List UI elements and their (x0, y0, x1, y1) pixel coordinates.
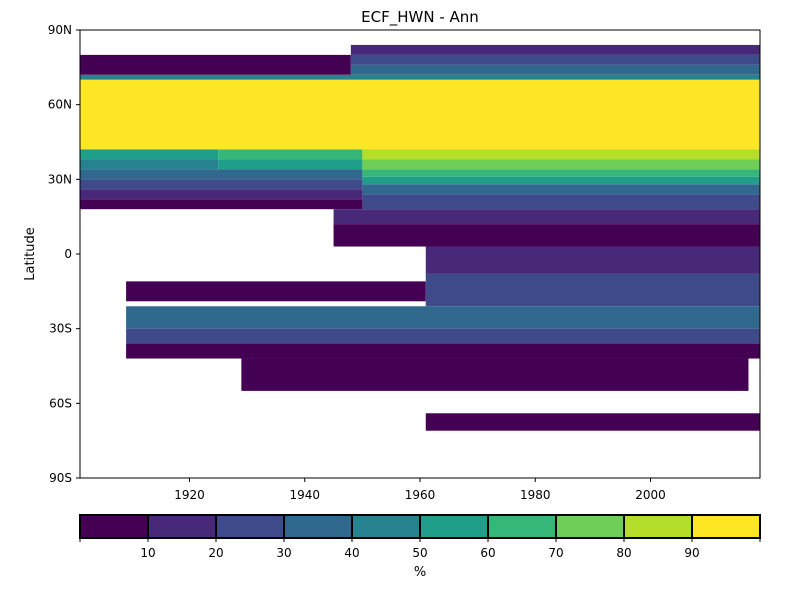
heatmap-cell (425, 273, 760, 307)
heatmap-cell (126, 343, 761, 359)
colorbar-tick-label: 60 (480, 546, 495, 560)
x-tick-label: 2000 (635, 488, 666, 502)
heatmap-cell (425, 246, 760, 274)
y-tick-label: 30S (49, 322, 72, 336)
heatmap-cell (80, 189, 363, 200)
heatmap-cell (80, 79, 760, 150)
colorbar-tick-label: 20 (208, 546, 223, 560)
heatmap-cell (350, 44, 760, 55)
colorbar-tick-label: 50 (412, 546, 427, 560)
y-tick-label: 90S (49, 471, 72, 485)
colorbar-swatch (555, 514, 625, 539)
x-tick-label: 1920 (174, 488, 205, 502)
colorbar-swatch (351, 514, 421, 539)
chart-title: ECF_HWN - Ann (361, 8, 479, 27)
y-tick-label: 60N (48, 98, 72, 112)
colorbar-tick-label: 80 (616, 546, 631, 560)
heatmap-cell (80, 149, 219, 160)
heatmap-cell (350, 54, 760, 65)
colorbar-swatch (215, 514, 285, 539)
heatmap-cell (126, 281, 426, 302)
colorbar-swatch (419, 514, 489, 539)
heatmap-cell (218, 149, 363, 160)
colorbar-label: % (414, 565, 426, 580)
heatmap-cell (126, 328, 761, 344)
heatmap-cell (362, 176, 760, 185)
heatmap-cell (362, 149, 760, 160)
heatmap-cell (362, 184, 760, 195)
colorbar-swatch (147, 514, 217, 539)
colorbar-tick-label: 30 (276, 546, 291, 560)
heatmap-cell (80, 179, 363, 190)
colorbar-swatch (487, 514, 557, 539)
colorbar-tick-label: 90 (684, 546, 699, 560)
heatmap-cell (350, 64, 760, 75)
heatmap-cell (362, 159, 760, 170)
heatmap-cell (333, 224, 760, 247)
heatmap-cell (241, 358, 749, 391)
heatmap-cell (126, 306, 761, 329)
x-tick-label: 1960 (405, 488, 436, 502)
colorbar-tick-label: 10 (140, 546, 155, 560)
colorbar-tick-label: 70 (548, 546, 563, 560)
y-tick-label: 30N (48, 172, 72, 186)
heatmap-cell (362, 169, 760, 177)
heatmap-cell (425, 413, 760, 431)
colorbar-swatch (691, 514, 761, 539)
heatmap-cell (218, 159, 363, 170)
heatmap-cell (80, 159, 219, 170)
x-tick-label: 1980 (520, 488, 551, 502)
x-tick-label: 1940 (289, 488, 320, 502)
colorbar-swatch (79, 514, 149, 539)
y-tick-label: 90N (48, 23, 72, 37)
heatmap-cell (333, 209, 760, 225)
heatmap-cell (80, 54, 351, 75)
y-axis-label: Latitude (23, 227, 38, 281)
colorbar-tick-label: 40 (344, 546, 359, 560)
y-axis: 90N 60N 30N 0 30S 60S 90S (48, 23, 80, 485)
y-tick-label: 60S (49, 396, 72, 410)
y-tick-label: 0 (64, 247, 72, 261)
x-axis: 1920 1940 1960 1980 2000 (174, 478, 666, 502)
heatmap-cell (80, 74, 760, 80)
colorbar: 10 20 30 40 50 60 70 80 90 (79, 514, 761, 560)
colorbar-swatch (623, 514, 693, 539)
heatmap-cell (362, 194, 760, 210)
heatmap-cells (80, 44, 761, 431)
heatmap-cell (80, 169, 363, 180)
heatmap-cell (80, 199, 363, 210)
colorbar-swatch (283, 514, 353, 539)
